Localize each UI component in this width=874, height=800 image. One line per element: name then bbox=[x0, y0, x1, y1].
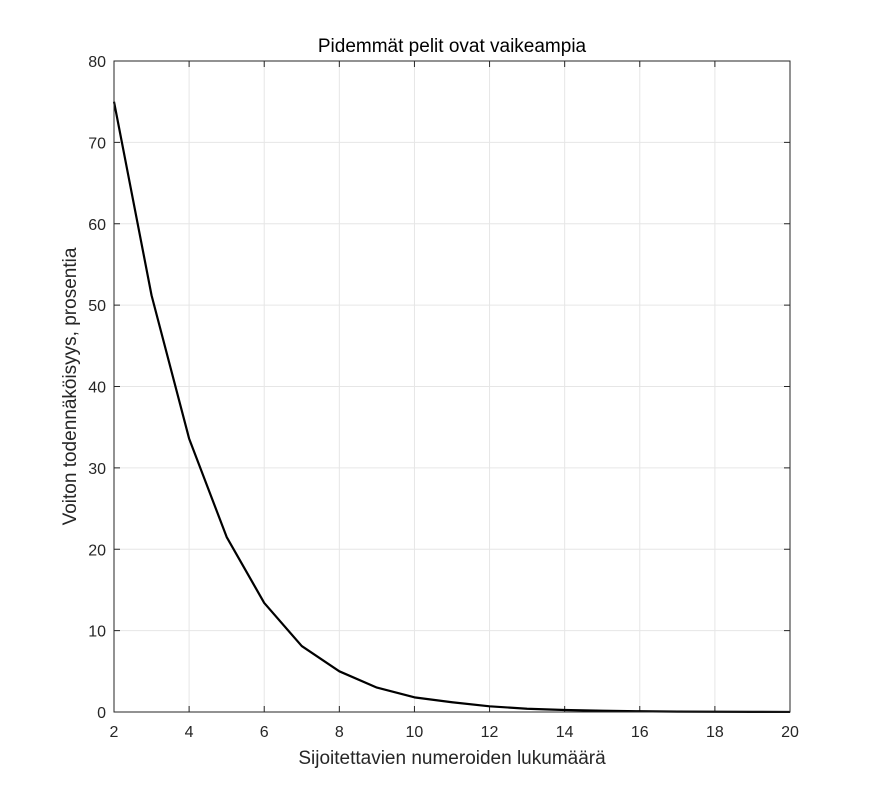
y-tick-label: 70 bbox=[88, 135, 106, 152]
x-tick-label: 10 bbox=[406, 724, 424, 741]
y-tick-label: 0 bbox=[97, 705, 106, 722]
y-tick-label: 60 bbox=[88, 217, 106, 234]
x-tick-label: 16 bbox=[631, 724, 649, 741]
grid bbox=[114, 61, 790, 712]
plot-frame bbox=[113, 60, 791, 713]
y-axis-label: Voiton todennäköisyys, prosentia bbox=[60, 247, 81, 525]
y-tick-label: 10 bbox=[88, 624, 106, 641]
x-tick-label: 18 bbox=[706, 724, 724, 741]
tick-labels: 2 4 6 8 10 12 14 16 18 20 0 10 20 30 40 50 60 70 80 bbox=[88, 54, 799, 741]
y-tick-label: 20 bbox=[88, 542, 106, 559]
x-tick-label: 4 bbox=[185, 724, 194, 741]
y-tick-label: 50 bbox=[88, 298, 106, 315]
x-tick-label: 14 bbox=[556, 724, 574, 741]
x-tick-label: 12 bbox=[481, 724, 499, 741]
x-tick-label: 8 bbox=[335, 724, 344, 741]
chart-title: Pidemmät pelit ovat vaikeampia bbox=[318, 36, 587, 57]
x-tick-label: 20 bbox=[781, 724, 799, 741]
x-tick-label: 2 bbox=[110, 724, 119, 741]
x-axis-label: Sijoitettavien numeroiden lukumäärä bbox=[298, 748, 606, 769]
y-tick-label: 80 bbox=[88, 54, 106, 71]
y-tick-label: 30 bbox=[88, 461, 106, 478]
y-tick-label: 40 bbox=[88, 380, 106, 397]
x-tick-label: 6 bbox=[260, 724, 269, 741]
